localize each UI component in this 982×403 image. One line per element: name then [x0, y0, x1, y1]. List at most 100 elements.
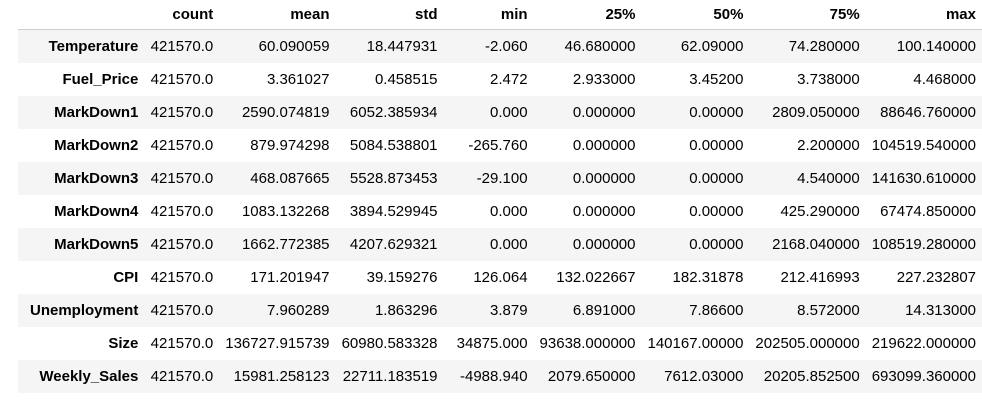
cell-std: 6052.385934	[349, 104, 438, 121]
cell-75pct: 425.290000	[780, 203, 860, 220]
table-row-markdown5: MarkDown5 421570.0 1662.772385 4207.629321 0…	[18, 228, 982, 261]
cell-count: 421570.0	[150, 236, 214, 253]
cell-max: 67474.850000	[880, 203, 976, 220]
cell-min: -4988.940	[459, 368, 528, 385]
row-label: MarkDown3	[54, 170, 139, 187]
table-row-fuel-price: Fuel_Price 421570.0 3.361027 0.458515 2.472 2…	[18, 63, 982, 96]
cell-count: 421570.0	[150, 170, 214, 187]
table-row-temperature: Temperature 421570.0 60.090059 18.447931 -2.…	[18, 29, 982, 63]
cell-50pct: 0.00000	[689, 236, 744, 253]
cell-min: 2.472	[490, 71, 528, 88]
row-label: MarkDown5	[54, 236, 139, 253]
cell-25pct: 93638.000000	[539, 335, 636, 352]
cell-75pct: 2.200000	[797, 137, 860, 154]
cell-75pct: 212.416993	[780, 269, 860, 286]
cell-mean: 3.361027	[266, 71, 330, 88]
cell-50pct: 62.09000	[680, 38, 744, 55]
cell-25pct: 2.933000	[572, 71, 636, 88]
table-row-unemployment: Unemployment 421570.0 7.960289 1.863296 3.87…	[18, 294, 982, 327]
row-label: MarkDown4	[54, 203, 139, 220]
cell-max: 108519.280000	[871, 236, 976, 253]
cell-mean: 60.090059	[258, 38, 330, 55]
column-header-std: std	[335, 0, 444, 30]
column-header-50pct: 50%	[641, 0, 750, 30]
row-label: Weekly_Sales	[39, 368, 139, 385]
cell-max: 4.468000	[913, 71, 976, 88]
cell-25pct: 0.000000	[572, 236, 636, 253]
cell-min: 3.879	[490, 302, 528, 319]
cell-count: 421570.0	[150, 71, 214, 88]
cell-50pct: 140167.00000	[647, 335, 744, 352]
cell-min: -2.060	[485, 38, 528, 55]
cell-std: 18.447931	[366, 38, 438, 55]
cell-50pct: 0.00000	[689, 137, 744, 154]
cell-50pct: 7612.03000	[664, 368, 744, 385]
cell-25pct: 2079.650000	[547, 368, 636, 385]
cell-75pct: 4.540000	[797, 170, 860, 187]
row-label: CPI	[113, 269, 139, 286]
cell-count: 421570.0	[150, 368, 214, 385]
index-header	[18, 0, 145, 30]
table-row-markdown1: MarkDown1 421570.0 2590.074819 6052.385934 0…	[18, 96, 982, 129]
row-label: Size	[108, 335, 139, 352]
column-header-mean: mean	[219, 0, 336, 30]
cell-75pct: 202505.000000	[755, 335, 860, 352]
cell-min: 0.000	[490, 236, 528, 253]
cell-75pct: 74.280000	[788, 38, 860, 55]
cell-max: 227.232807	[896, 269, 976, 286]
cell-min: 126.064	[473, 269, 528, 286]
cell-75pct: 2809.050000	[772, 104, 860, 121]
cell-std: 60980.583328	[341, 335, 438, 352]
row-label: MarkDown1	[54, 104, 139, 121]
table-row-size: Size 421570.0 136727.915739 60980.583328 348…	[18, 327, 982, 360]
cell-min: -29.100	[476, 170, 528, 187]
cell-50pct: 0.00000	[689, 170, 744, 187]
dataframe-output: count mean std min 25% 50% 75% max Tempe…	[18, 0, 982, 393]
table-body: Temperature 421570.0 60.090059 18.447931 -2.…	[18, 29, 982, 393]
cell-max: 219622.000000	[871, 335, 976, 352]
cell-min: -265.760	[468, 137, 528, 154]
column-header-25pct: 25%	[533, 0, 642, 30]
column-header-count: count	[144, 0, 220, 30]
header-row: count mean std min 25% 50% 75% max	[18, 0, 982, 30]
cell-min: 0.000	[490, 104, 528, 121]
cell-count: 421570.0	[150, 269, 214, 286]
cell-mean: 2590.074819	[241, 104, 330, 121]
cell-count: 421570.0	[150, 302, 214, 319]
cell-75pct: 8.572000	[797, 302, 860, 319]
cell-50pct: 0.00000	[689, 104, 744, 121]
table-row-weekly-sales: Weekly_Sales 421570.0 15981.258123 22711.18…	[18, 360, 982, 393]
cell-mean: 879.974298	[250, 137, 330, 154]
cell-25pct: 0.000000	[572, 170, 636, 187]
cell-min: 0.000	[490, 203, 528, 220]
cell-count: 421570.0	[150, 137, 214, 154]
row-label: Fuel_Price	[62, 71, 139, 88]
cell-75pct: 20205.852500	[763, 368, 860, 385]
cell-75pct: 3.738000	[797, 71, 860, 88]
cell-25pct: 46.680000	[564, 38, 636, 55]
cell-max: 100.140000	[896, 38, 976, 55]
cell-50pct: 7.86600	[689, 302, 744, 319]
table-row-markdown4: MarkDown4 421570.0 1083.132268 3894.529945 0…	[18, 195, 982, 228]
column-header-75pct: 75%	[749, 0, 866, 30]
table-row-markdown2: MarkDown2 421570.0 879.974298 5084.538801 -2…	[18, 129, 982, 162]
column-header-min: min	[443, 0, 534, 30]
cell-25pct: 6.891000	[572, 302, 636, 319]
cell-25pct: 0.000000	[572, 203, 636, 220]
cell-50pct: 182.31878	[672, 269, 744, 286]
cell-std: 1.863296	[374, 302, 438, 319]
cell-std: 4207.629321	[349, 236, 438, 253]
describe-table: count mean std min 25% 50% 75% max Tempe…	[18, 0, 982, 393]
cell-mean: 136727.915739	[225, 335, 330, 352]
table-row-markdown3: MarkDown3 421570.0 468.087665 5528.873453 -2…	[18, 162, 982, 195]
row-label: MarkDown2	[54, 137, 139, 154]
cell-max: 14.313000	[905, 302, 976, 319]
cell-std: 3894.529945	[349, 203, 438, 220]
cell-std: 5084.538801	[349, 137, 438, 154]
cell-max: 141630.610000	[871, 170, 976, 187]
cell-std: 39.159276	[366, 269, 438, 286]
row-label: Unemployment	[29, 302, 139, 319]
cell-mean: 1083.132268	[241, 203, 330, 220]
cell-count: 421570.0	[150, 203, 214, 220]
cell-mean: 171.201947	[250, 269, 330, 286]
